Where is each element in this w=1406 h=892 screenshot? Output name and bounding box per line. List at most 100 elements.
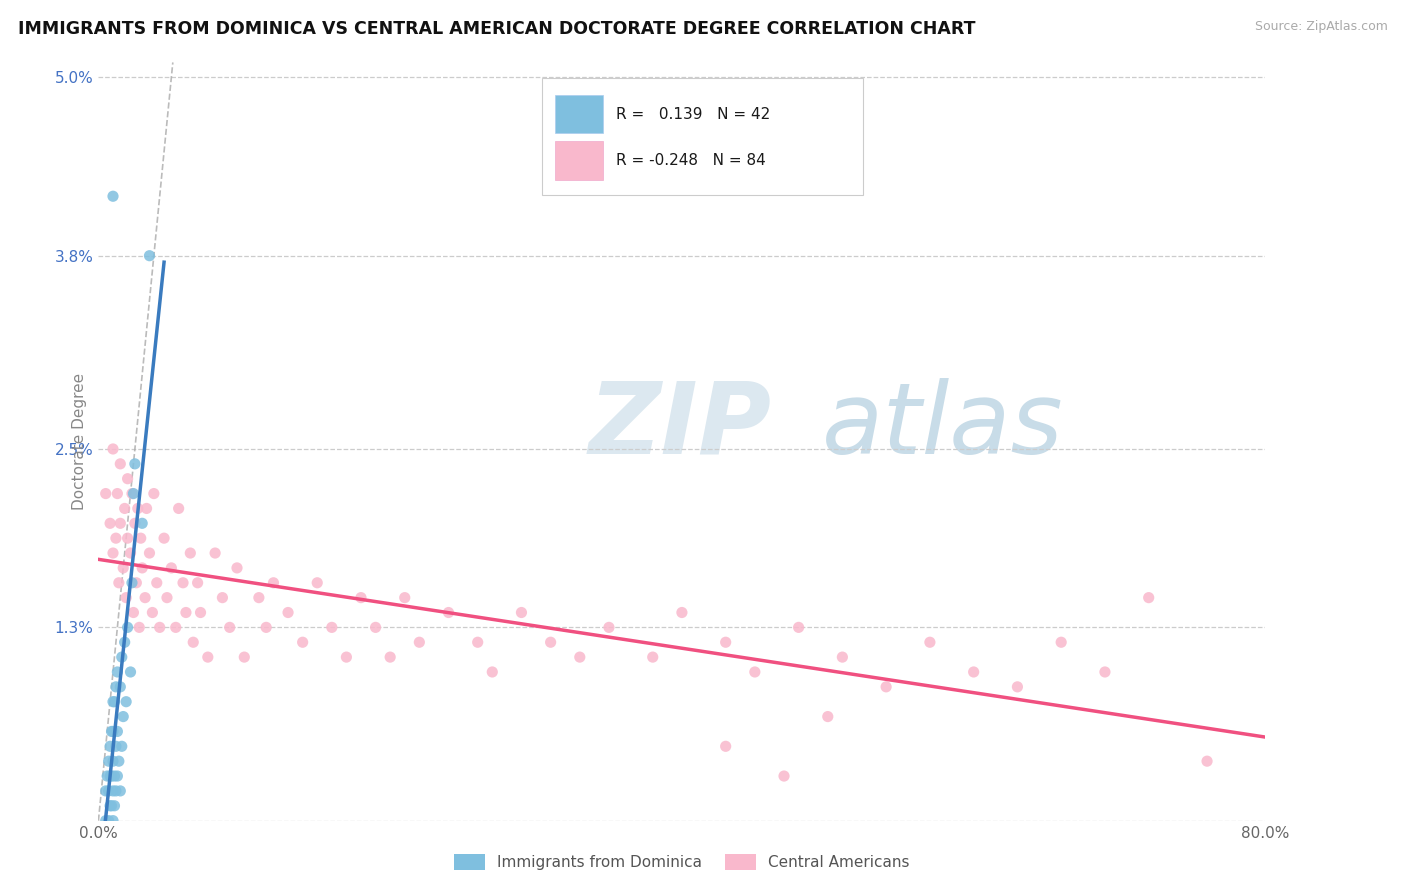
Point — [380, 650, 402, 665]
FancyBboxPatch shape — [541, 78, 863, 195]
Point — [96, 769, 118, 783]
Point — [115, 591, 138, 605]
Point — [165, 620, 187, 634]
Point — [110, 516, 132, 531]
Point — [103, 695, 125, 709]
Point — [100, 798, 122, 813]
Point — [1137, 591, 1160, 605]
Point — [1195, 754, 1218, 768]
Point — [1007, 680, 1029, 694]
Point — [172, 575, 194, 590]
Point — [105, 486, 128, 500]
Point — [714, 739, 737, 754]
Point — [97, 784, 120, 798]
Legend: Immigrants from Dominica, Central Americans: Immigrants from Dominica, Central Americ… — [454, 854, 910, 870]
Point — [101, 546, 124, 560]
Point — [787, 620, 810, 634]
Text: atlas: atlas — [823, 378, 1063, 475]
Point — [364, 620, 387, 634]
Point — [104, 531, 127, 545]
Point — [125, 575, 148, 590]
Point — [120, 546, 142, 560]
Point — [262, 575, 284, 590]
Point — [138, 249, 160, 263]
Point — [226, 561, 249, 575]
Point — [197, 650, 219, 665]
Point — [156, 591, 179, 605]
Point — [104, 784, 127, 798]
Point — [94, 814, 117, 828]
Point — [135, 501, 157, 516]
Point — [204, 546, 226, 560]
Point — [254, 620, 277, 634]
Point — [124, 516, 146, 531]
Point — [108, 575, 131, 590]
Point — [111, 650, 134, 665]
Point — [179, 546, 201, 560]
Point — [110, 457, 132, 471]
Point — [141, 606, 163, 620]
Point — [190, 606, 212, 620]
Point — [105, 724, 128, 739]
Point — [101, 814, 124, 828]
Point — [142, 486, 165, 500]
Point — [714, 635, 737, 649]
Point — [94, 784, 117, 798]
Point — [110, 680, 132, 694]
Point — [98, 516, 121, 531]
Point — [437, 606, 460, 620]
Point — [307, 575, 329, 590]
FancyBboxPatch shape — [554, 142, 603, 179]
Text: R =   0.139   N = 42: R = 0.139 N = 42 — [616, 107, 770, 122]
Point — [174, 606, 197, 620]
Point — [321, 620, 343, 634]
Point — [131, 561, 153, 575]
Point — [98, 769, 121, 783]
Point — [218, 620, 240, 634]
Point — [394, 591, 416, 605]
Point — [121, 486, 143, 500]
Point — [181, 635, 204, 649]
Point — [875, 680, 897, 694]
Point — [97, 754, 120, 768]
Point — [918, 635, 941, 649]
Point — [101, 724, 124, 739]
Point — [110, 784, 132, 798]
Point — [94, 486, 117, 500]
Point — [831, 650, 853, 665]
Point — [122, 486, 145, 500]
Point — [233, 650, 256, 665]
Point — [104, 680, 127, 694]
Point — [167, 501, 190, 516]
Point — [117, 531, 139, 545]
Point — [112, 561, 135, 575]
Point — [108, 754, 131, 768]
Point — [103, 769, 125, 783]
Point — [540, 635, 562, 649]
FancyBboxPatch shape — [554, 95, 603, 134]
Point — [350, 591, 373, 605]
Point — [112, 709, 135, 723]
Point — [117, 472, 139, 486]
Point — [153, 531, 176, 545]
Point — [962, 665, 984, 679]
Point — [98, 739, 121, 754]
Point — [1094, 665, 1116, 679]
Point — [408, 635, 430, 649]
Point — [211, 591, 233, 605]
Point — [124, 457, 146, 471]
Point — [101, 754, 124, 768]
Point — [111, 739, 134, 754]
Point — [98, 798, 121, 813]
Text: Source: ZipAtlas.com: Source: ZipAtlas.com — [1254, 20, 1388, 33]
Point — [138, 546, 160, 560]
Point — [149, 620, 172, 634]
Text: ZIP: ZIP — [589, 378, 772, 475]
Point — [97, 814, 120, 828]
Point — [160, 561, 183, 575]
Point — [773, 769, 796, 783]
Point — [641, 650, 664, 665]
Point — [105, 769, 128, 783]
Point — [481, 665, 503, 679]
Point — [817, 709, 839, 723]
